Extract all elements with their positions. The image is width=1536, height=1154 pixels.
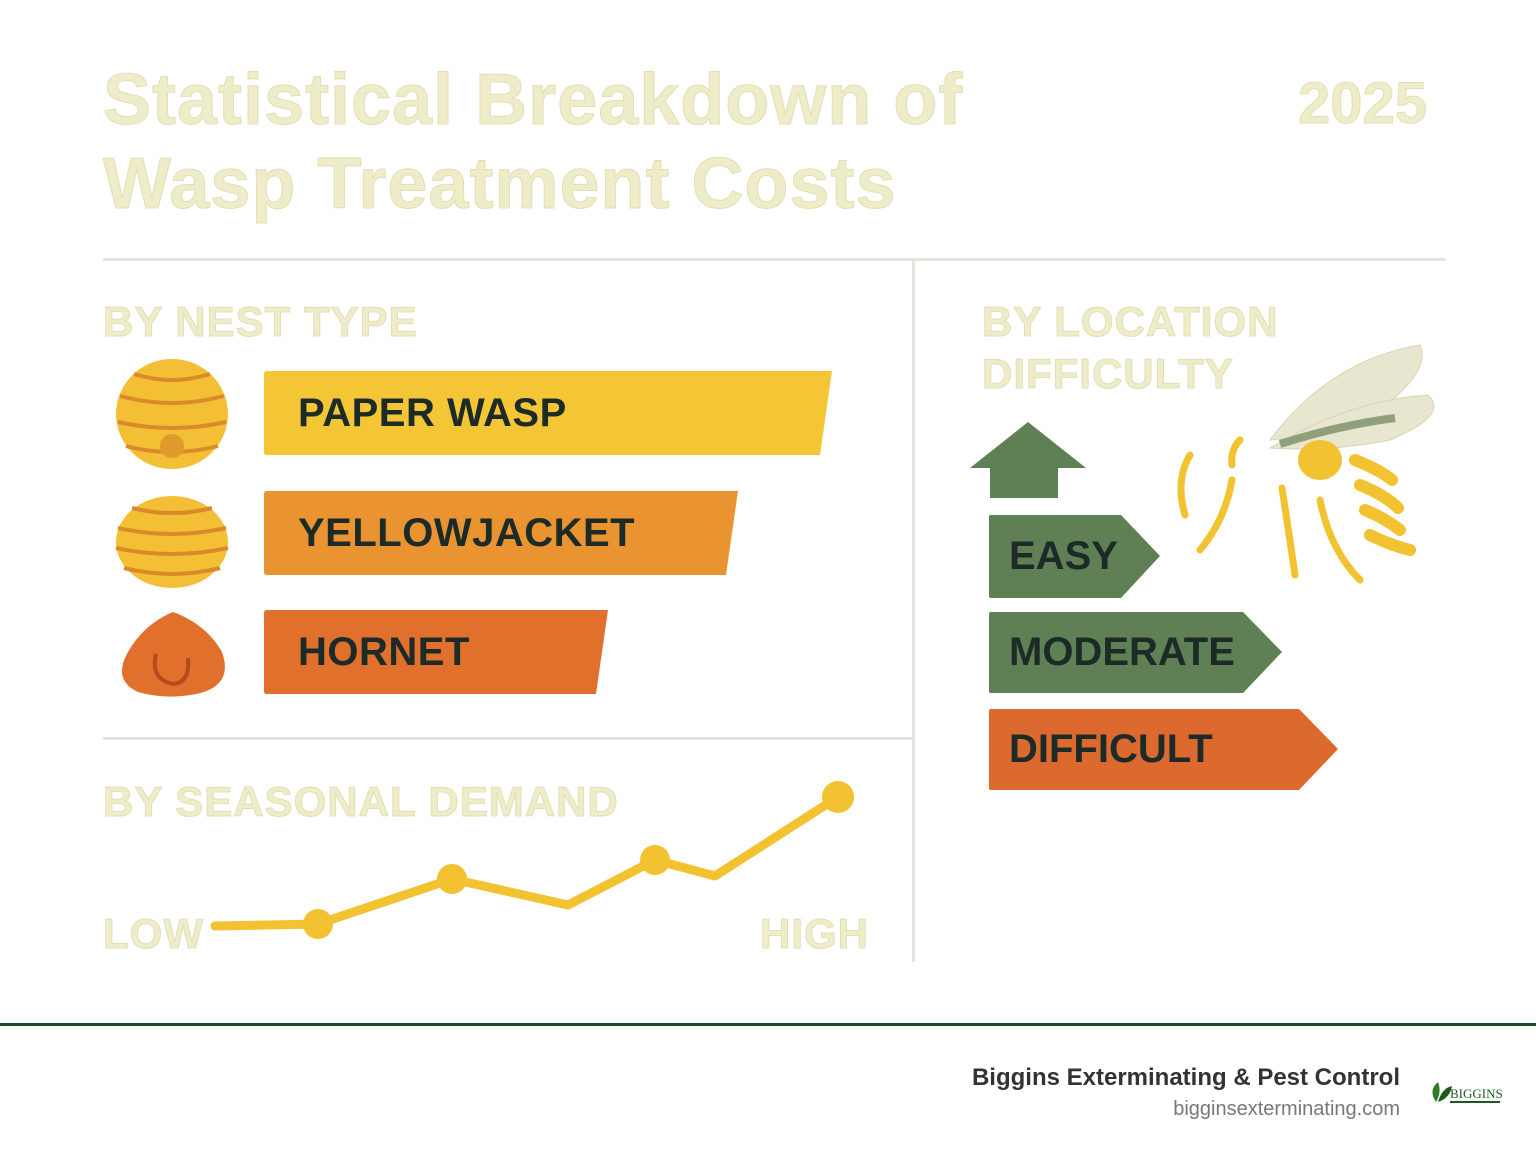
bar-yellowjacket: YELLOWJACKET (264, 491, 738, 575)
company-name: Biggins Exterminating & Pest Control (971, 1064, 1400, 1091)
demand-point (640, 845, 670, 875)
title-line-2: Wasp Treatment Costs (102, 144, 897, 225)
paper-wasp-nest-icon (116, 359, 228, 469)
title-line-1: Statistical Breakdown of (102, 60, 964, 141)
biggins-logo: BIGGINS (1432, 1082, 1503, 1103)
location-heading-line-1: BY LOCATION (981, 298, 1279, 346)
year-label: 2025 (1297, 71, 1428, 137)
divider-top (103, 258, 1446, 261)
bar-paper-wasp: PAPER WASP (264, 371, 832, 455)
yellowjacket-nest-icon (115, 496, 229, 588)
footer-divider (0, 1023, 1536, 1026)
location-heading-line-2: DIFFICULTY (981, 350, 1234, 398)
high-label: HIGH (760, 910, 869, 958)
bar-hornet: HORNET (264, 610, 608, 694)
demand-point (437, 864, 467, 894)
arrow-label: EASY (1009, 534, 1118, 578)
up-arrow-icon (970, 422, 1086, 498)
wasp-icon (1177, 344, 1435, 584)
svg-text:BIGGINS: BIGGINS (1450, 1086, 1503, 1101)
difficulty-easy: EASY (989, 515, 1160, 598)
nest-type-heading: BY NEST TYPE (103, 298, 418, 346)
low-label: LOW (103, 910, 204, 958)
hornet-nest-icon (121, 612, 225, 697)
bar-label: PAPER WASP (298, 390, 567, 435)
page-title: Statistical Breakdown of Wasp Treatment … (102, 58, 964, 226)
arrow-label: MODERATE (1009, 630, 1235, 674)
company-url[interactable]: bigginsexterminating.com (1173, 1098, 1400, 1120)
difficulty-difficult: DIFFICULT (989, 709, 1338, 790)
demand-line (210, 792, 843, 931)
seasonal-heading: BY SEASONAL DEMAND (103, 778, 619, 826)
difficulty-moderate: MODERATE (989, 612, 1282, 693)
divider-vertical (912, 260, 915, 962)
demand-point (303, 909, 333, 939)
bar-label: YELLOWJACKET (298, 510, 636, 555)
demand-point (822, 781, 854, 813)
location-heading: BY LOCATION DIFFICULTY (981, 296, 1279, 400)
divider-middle (103, 737, 913, 740)
bar-label: HORNET (298, 629, 470, 674)
arrow-label: DIFFICULT (1009, 727, 1213, 771)
